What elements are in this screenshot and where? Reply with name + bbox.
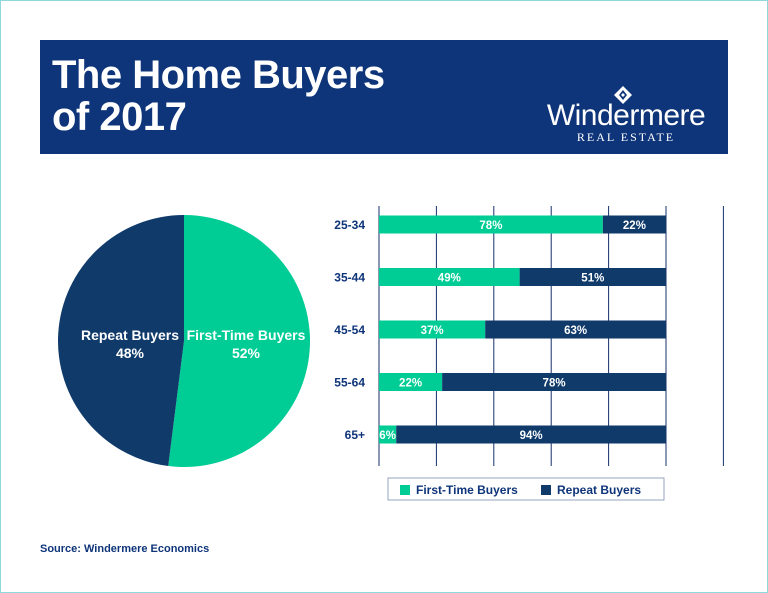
bar-value-label: 22% [623, 220, 646, 232]
bar-value-label: 78% [543, 378, 566, 390]
bar-value-label: 22% [399, 378, 422, 390]
bar-value-label: 78% [479, 220, 502, 232]
page-title: The Home Buyers of 2017 [52, 54, 385, 138]
pie-value-first-time-buyers: 52% [232, 345, 261, 361]
title-line-1: The Home Buyers [52, 53, 385, 97]
bar-segment-repeat-buyers [442, 373, 666, 391]
bar-segment-first-time-buyers [379, 320, 486, 339]
chart-legend: First-Time Buyers Repeat Buyers [387, 477, 665, 501]
bar-value-label: 51% [581, 273, 604, 285]
bar-segment-first-time-buyers [379, 373, 443, 391]
bar-value-label: 49% [438, 273, 461, 285]
category-label: 45-54 [334, 323, 365, 337]
title-line-2: of 2017 [52, 95, 187, 139]
age-stacked-bar-chart: 25-34 78% 22% 35-44 49% 51% 45-54 37% 63% 55-64 22… [334, 206, 724, 501]
bar-segment-repeat-buyers [519, 268, 666, 286]
category-label: 25-34 [334, 218, 365, 232]
pie-slice-first-time-buyers [168, 215, 310, 467]
diamond-logo-icon [614, 86, 632, 104]
bar-value-label: 63% [564, 325, 587, 337]
pie-label-first-time-buyers: First-Time Buyers [187, 327, 306, 343]
bar-segment-repeat-buyers [485, 320, 666, 339]
bar-value-label: 6% [379, 430, 396, 442]
bar-segment-first-time-buyers [379, 425, 397, 444]
category-label: 35-44 [334, 271, 365, 285]
logo-subtitle: REAL ESTATE [576, 130, 676, 144]
bar-segment-repeat-buyers [602, 215, 666, 234]
bar-segment-repeat-buyers [396, 425, 666, 444]
legend-label: First-Time Buyers [416, 483, 518, 497]
title-banner: The Home Buyers of 2017 Windermere REAL … [40, 40, 728, 154]
bar-segment-first-time-buyers [379, 215, 603, 234]
category-label: 55-64 [334, 376, 365, 390]
buyers-pie-chart: First-Time Buyers 52% Repeat Buyers 48% [57, 215, 310, 467]
legend-swatch [400, 485, 410, 495]
pie-value-repeat-buyers: 48% [116, 345, 145, 361]
logo-name: Windermere [546, 99, 706, 132]
legend-swatch [541, 485, 551, 495]
source-note: Source: Windermere Economics [40, 543, 210, 555]
bar-value-label: 37% [421, 325, 444, 337]
category-label: 65+ [345, 428, 365, 442]
legend-label: Repeat Buyers [557, 483, 641, 497]
bar-value-label: 94% [520, 430, 543, 442]
pie-slice-repeat-buyers [57, 215, 184, 467]
windermere-logo: Windermere REAL ESTATE [546, 86, 706, 146]
pie-label-repeat-buyers: Repeat Buyers [81, 327, 179, 343]
bar-segment-first-time-buyers [379, 268, 520, 286]
legend-box [387, 477, 665, 501]
